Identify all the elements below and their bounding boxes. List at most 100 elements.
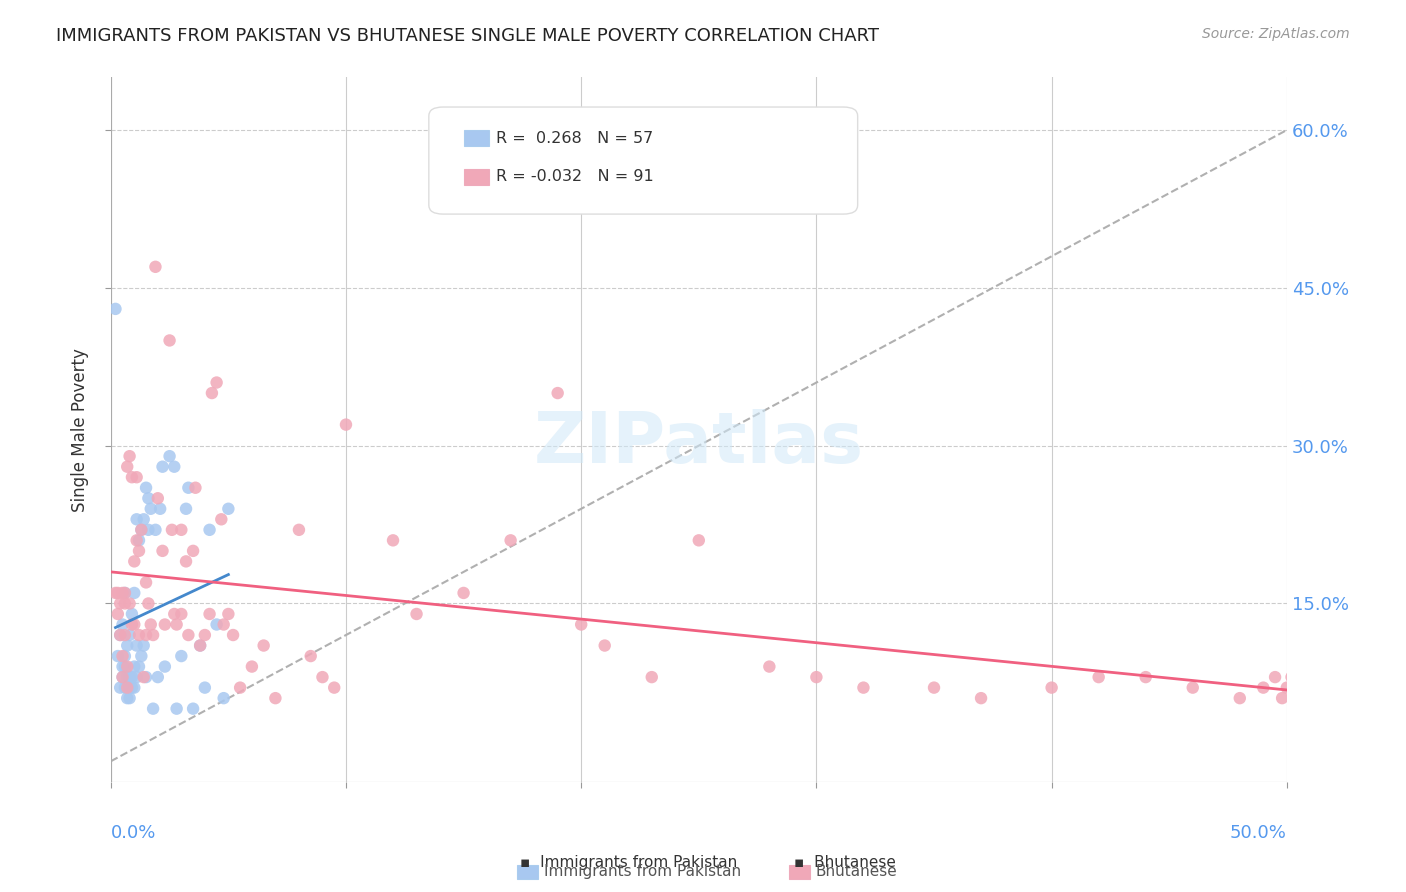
Point: [115, 639, 138, 653]
Point: [405, 607, 427, 621]
Point: [121, 470, 143, 484]
Point: [108, 628, 131, 642]
Point: [184, 481, 207, 495]
Point: [111, 586, 134, 600]
Point: [159, 449, 181, 463]
Point: [108, 628, 131, 642]
Point: [111, 617, 134, 632]
Point: [104, 586, 127, 600]
Point: [124, 586, 146, 600]
Point: [124, 617, 146, 632]
Point: [111, 649, 134, 664]
Text: Source: ZipAtlas.com: Source: ZipAtlas.com: [1202, 27, 1350, 41]
Point: [641, 670, 664, 684]
Point: [132, 512, 155, 526]
Point: [152, 459, 174, 474]
Point: [146, 491, 169, 506]
Point: [128, 544, 150, 558]
Point: [135, 575, 157, 590]
Point: [135, 481, 157, 495]
Point: [125, 639, 148, 653]
Text: Immigrants from Pakistan: Immigrants from Pakistan: [544, 864, 741, 879]
Point: [240, 659, 263, 673]
Point: [198, 523, 221, 537]
Point: [118, 449, 141, 463]
Point: [108, 681, 131, 695]
Point: [569, 617, 592, 632]
Point: [688, 533, 710, 548]
Point: [118, 691, 141, 706]
Point: [118, 597, 141, 611]
Point: [1275, 681, 1298, 695]
Point: [222, 628, 245, 642]
Point: [115, 670, 138, 684]
Point: [299, 649, 322, 664]
Point: [194, 681, 217, 695]
Point: [111, 659, 134, 673]
Point: [115, 681, 138, 695]
Point: [217, 607, 239, 621]
Point: [114, 597, 136, 611]
Point: [118, 670, 141, 684]
Point: [114, 586, 136, 600]
Point: [138, 491, 160, 506]
Point: [138, 523, 160, 537]
Point: [163, 607, 186, 621]
Point: [1253, 681, 1275, 695]
Point: [1288, 691, 1310, 706]
Point: [107, 649, 129, 664]
Text: ZIPatlas: ZIPatlas: [534, 409, 863, 478]
Point: [139, 501, 162, 516]
Point: [1087, 670, 1109, 684]
Point: [108, 597, 131, 611]
Point: [1135, 670, 1157, 684]
Point: [970, 691, 993, 706]
Point: [166, 701, 188, 715]
Point: [121, 607, 143, 621]
Point: [125, 512, 148, 526]
Y-axis label: Single Male Poverty: Single Male Poverty: [72, 348, 89, 512]
Point: [142, 701, 165, 715]
Point: [188, 639, 211, 653]
Point: [159, 334, 181, 348]
Text: 50.0%: 50.0%: [1230, 824, 1286, 842]
Point: [547, 386, 569, 401]
Point: [205, 617, 228, 632]
Point: [253, 639, 276, 653]
Point: [128, 659, 150, 673]
Point: [1323, 691, 1346, 706]
Point: [131, 523, 153, 537]
Point: [152, 544, 174, 558]
Point: [114, 649, 136, 664]
Point: [593, 639, 616, 653]
Point: [229, 681, 252, 695]
Point: [382, 533, 405, 548]
Point: [177, 481, 200, 495]
Point: [852, 681, 875, 695]
Point: [499, 533, 522, 548]
Point: [145, 523, 167, 537]
Point: [118, 681, 141, 695]
Point: [118, 628, 141, 642]
Point: [115, 659, 138, 673]
Point: [149, 501, 172, 516]
Point: [114, 659, 136, 673]
Point: [188, 639, 211, 653]
Point: [217, 501, 239, 516]
Point: [174, 554, 197, 568]
Point: [1281, 670, 1303, 684]
Point: [181, 701, 204, 715]
Point: [160, 523, 183, 537]
Point: [104, 301, 127, 316]
Point: [212, 691, 235, 706]
Point: [121, 617, 143, 632]
Point: [177, 628, 200, 642]
Point: [1181, 681, 1204, 695]
Point: [170, 607, 193, 621]
Point: [201, 386, 224, 401]
Point: [124, 554, 146, 568]
Point: [174, 501, 197, 516]
Point: [1264, 670, 1286, 684]
Point: [806, 670, 828, 684]
Point: [142, 628, 165, 642]
